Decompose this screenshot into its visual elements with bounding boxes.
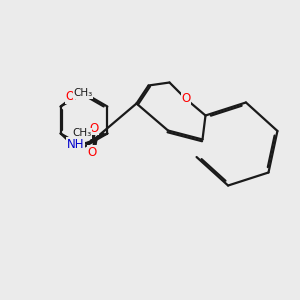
Text: NH: NH <box>67 138 84 151</box>
Text: O: O <box>182 92 190 106</box>
Text: O: O <box>88 146 97 159</box>
Text: CH₃: CH₃ <box>73 128 92 139</box>
Text: CH₃: CH₃ <box>73 88 92 98</box>
Text: O: O <box>66 90 75 104</box>
Text: O: O <box>89 122 98 135</box>
